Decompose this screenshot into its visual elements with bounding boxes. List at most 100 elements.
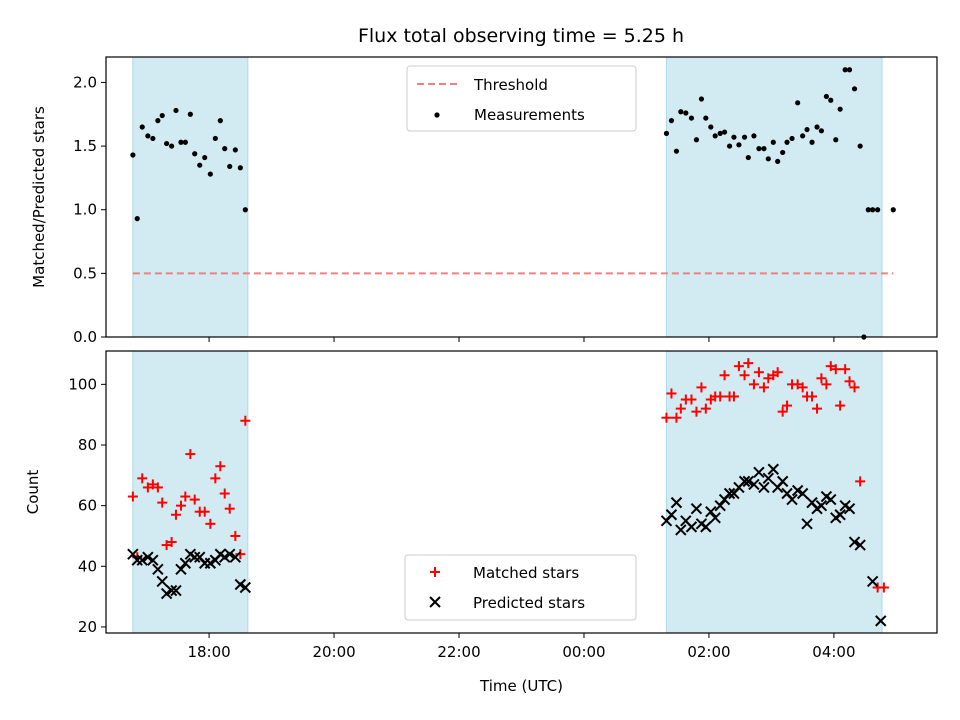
measurement-point (130, 152, 136, 158)
measurement-point (145, 133, 151, 139)
counts-panel: 20 40 60 80 100 18:00 20:00 22:00 00:00 02:00 04:… (24, 350, 938, 695)
matched-point (691, 406, 702, 417)
measurement-point (197, 162, 203, 168)
ratio-y-tick-label: 0.0 (73, 328, 97, 346)
predicted-point (762, 472, 775, 485)
measurement-point (775, 158, 781, 164)
matched-point (219, 488, 230, 499)
measurement-point (693, 137, 700, 143)
ratio-y-tick-label: 1.5 (73, 137, 97, 155)
predicted-point-b (709, 512, 721, 524)
predicted-point (189, 551, 201, 563)
measurement-point (150, 135, 156, 142)
measurement-point (780, 149, 786, 156)
measurement-point (178, 139, 184, 145)
matched-point (666, 388, 677, 399)
measurement-point (688, 115, 695, 121)
predicted-point (179, 557, 192, 569)
matched-point (758, 382, 769, 393)
predicted-point-b (194, 551, 206, 563)
counts-x-tick-label: 22:00 (437, 643, 480, 661)
matched-point (185, 449, 196, 460)
measurement-point (159, 112, 165, 119)
predicted-point (875, 615, 887, 627)
predicted-point-b (825, 493, 837, 506)
matched-point (715, 391, 726, 402)
counts-legend: Matched stars Predicted stars (404, 554, 637, 621)
ratio-shaded-span (665, 56, 883, 338)
predicted-point-b (854, 539, 866, 551)
matched-point (166, 537, 177, 548)
predicted-point-b (843, 502, 856, 515)
legend-predicted-label: Predicted stars (473, 594, 585, 612)
legend-matched-swatch (430, 567, 440, 577)
predicted-point-b (796, 487, 809, 500)
measurement-point (182, 139, 188, 145)
ratio-legend: Threshold Measurements (406, 65, 637, 132)
matched-point (840, 364, 851, 375)
predicted-point-b (714, 499, 726, 512)
predicted-point (165, 584, 178, 597)
matched-point (157, 497, 168, 508)
matched-point (797, 382, 808, 393)
counts-y-tick-label: 20 (78, 618, 97, 636)
matched-point (844, 376, 855, 387)
counts-x-tick-label: 20:00 (312, 643, 355, 661)
predicted-point (709, 512, 721, 524)
matched-point (230, 530, 241, 541)
measurement-point (187, 111, 193, 117)
matched-point (812, 403, 823, 414)
predicted-point-b (152, 563, 164, 576)
matched-point (807, 391, 818, 402)
matched-point (696, 382, 707, 393)
predicted-point-b (127, 548, 139, 560)
matched-point (180, 491, 191, 502)
measurement-point (232, 147, 238, 153)
predicted-point-b (239, 581, 252, 594)
predicted-point (854, 539, 866, 551)
measurement-point (731, 134, 737, 140)
measurement-point (703, 115, 709, 121)
measurement-point (745, 154, 751, 161)
legend-matched-label: Matched stars (473, 564, 579, 582)
matched-point (772, 367, 783, 378)
matched-point (739, 370, 750, 381)
measurement-point (708, 124, 714, 130)
predicted-point (152, 563, 164, 576)
predicted-point (758, 481, 770, 494)
ratio-y-tick-label: 1.0 (73, 201, 97, 219)
predicted-point-b (834, 509, 846, 521)
measurement-point (678, 109, 684, 115)
matched-point (821, 379, 832, 390)
predicted-point-b (142, 551, 154, 563)
matched-point (137, 473, 148, 484)
predicted-point-b (147, 554, 159, 566)
predicted-point-b (758, 481, 770, 494)
matched-point (743, 358, 754, 369)
ratio-y-axis-label: Matched/Predicted stars (30, 106, 48, 288)
measurement-point (770, 139, 776, 145)
counts-legend-box (404, 554, 637, 621)
predicted-point-b (806, 496, 818, 509)
predicted-point-b (700, 521, 712, 533)
predicted-point-b (675, 524, 687, 536)
measurement-point (814, 124, 820, 130)
matched-point (661, 412, 672, 423)
measurement-point (169, 143, 175, 149)
matched-point (878, 582, 889, 593)
predicted-point (239, 581, 252, 594)
counts-shaded-span (132, 350, 249, 634)
measurement-point (751, 133, 757, 139)
predicted-point-b (748, 478, 760, 491)
counts-x-tick-label: 00:00 (562, 643, 605, 661)
predicted-point (843, 502, 856, 515)
predicted-point-b (189, 551, 201, 563)
matched-point (170, 509, 181, 520)
counts-x-tick-label: 02:00 (687, 643, 730, 661)
matched-point (782, 400, 793, 411)
predicted-point-b (680, 515, 692, 527)
predicted-point (675, 524, 687, 536)
measurement-point (833, 137, 839, 143)
predicted-point (848, 536, 861, 548)
predicted-point-b (690, 502, 703, 515)
